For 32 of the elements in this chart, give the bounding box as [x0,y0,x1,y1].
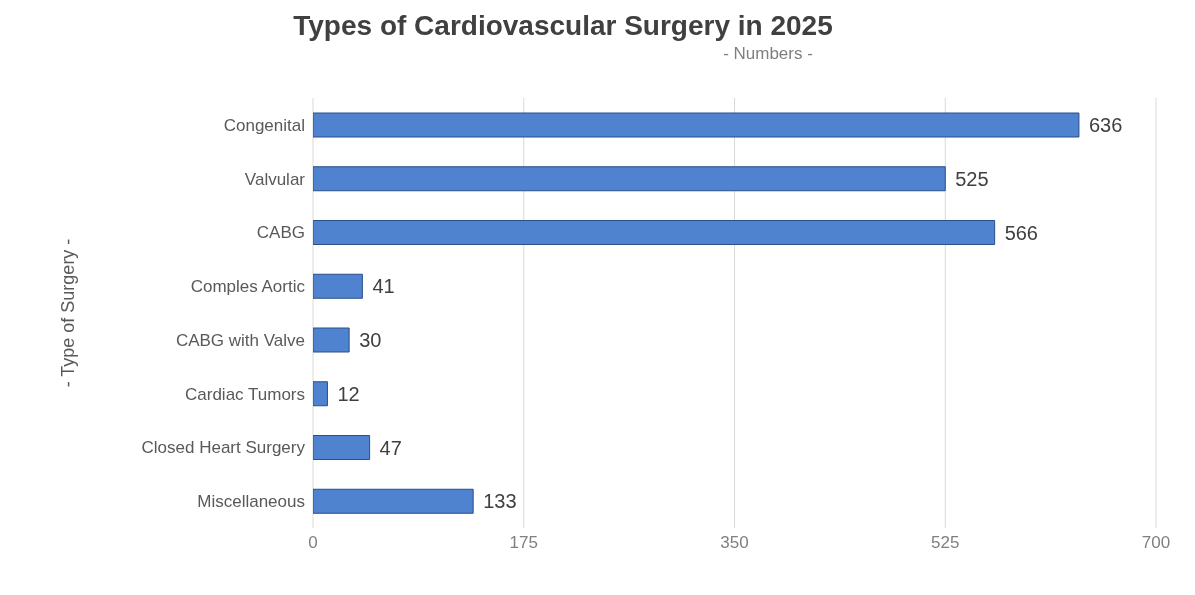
bar [313,112,1080,138]
y-tick-label: Comples Aortic [190,277,306,297]
y-tick-label: Closed Heart Surgery [141,438,306,458]
x-axis-title: - Numbers - [722,44,814,64]
data-label: 525 [955,167,989,190]
x-tick-label: 0 [308,533,318,553]
data-label: 41 [372,275,395,298]
bar [313,435,371,460]
data-label: 566 [1004,221,1038,244]
y-tick-label: CABG with Valve [175,330,305,350]
x-tick-label: 175 [509,533,538,553]
x-tick-label: 350 [720,533,749,553]
y-tick-label: CABG [256,223,305,243]
bar [313,273,363,299]
bar [313,166,946,192]
data-label: 133 [483,490,517,513]
y-tick-label: Cardiac Tumors [185,384,305,404]
y-tick-label: Valvular [244,169,306,189]
data-label: 30 [359,329,382,352]
y-axis-title: - Type of Surgery - [58,238,79,388]
y-tick-label: Miscellaneous [197,492,305,512]
chart-title: Types of Cardiovascular Surgery in 2025 [292,10,834,42]
bar [313,381,328,407]
bar [313,488,474,514]
bar [313,220,996,245]
data-label: 12 [337,382,360,405]
data-label: 47 [379,436,402,459]
bar [313,327,350,353]
data-label: 636 [1088,114,1123,137]
x-tick-label: 525 [931,533,960,553]
y-tick-label: Congenital [223,115,305,135]
x-tick-label: 700 [1141,533,1171,553]
